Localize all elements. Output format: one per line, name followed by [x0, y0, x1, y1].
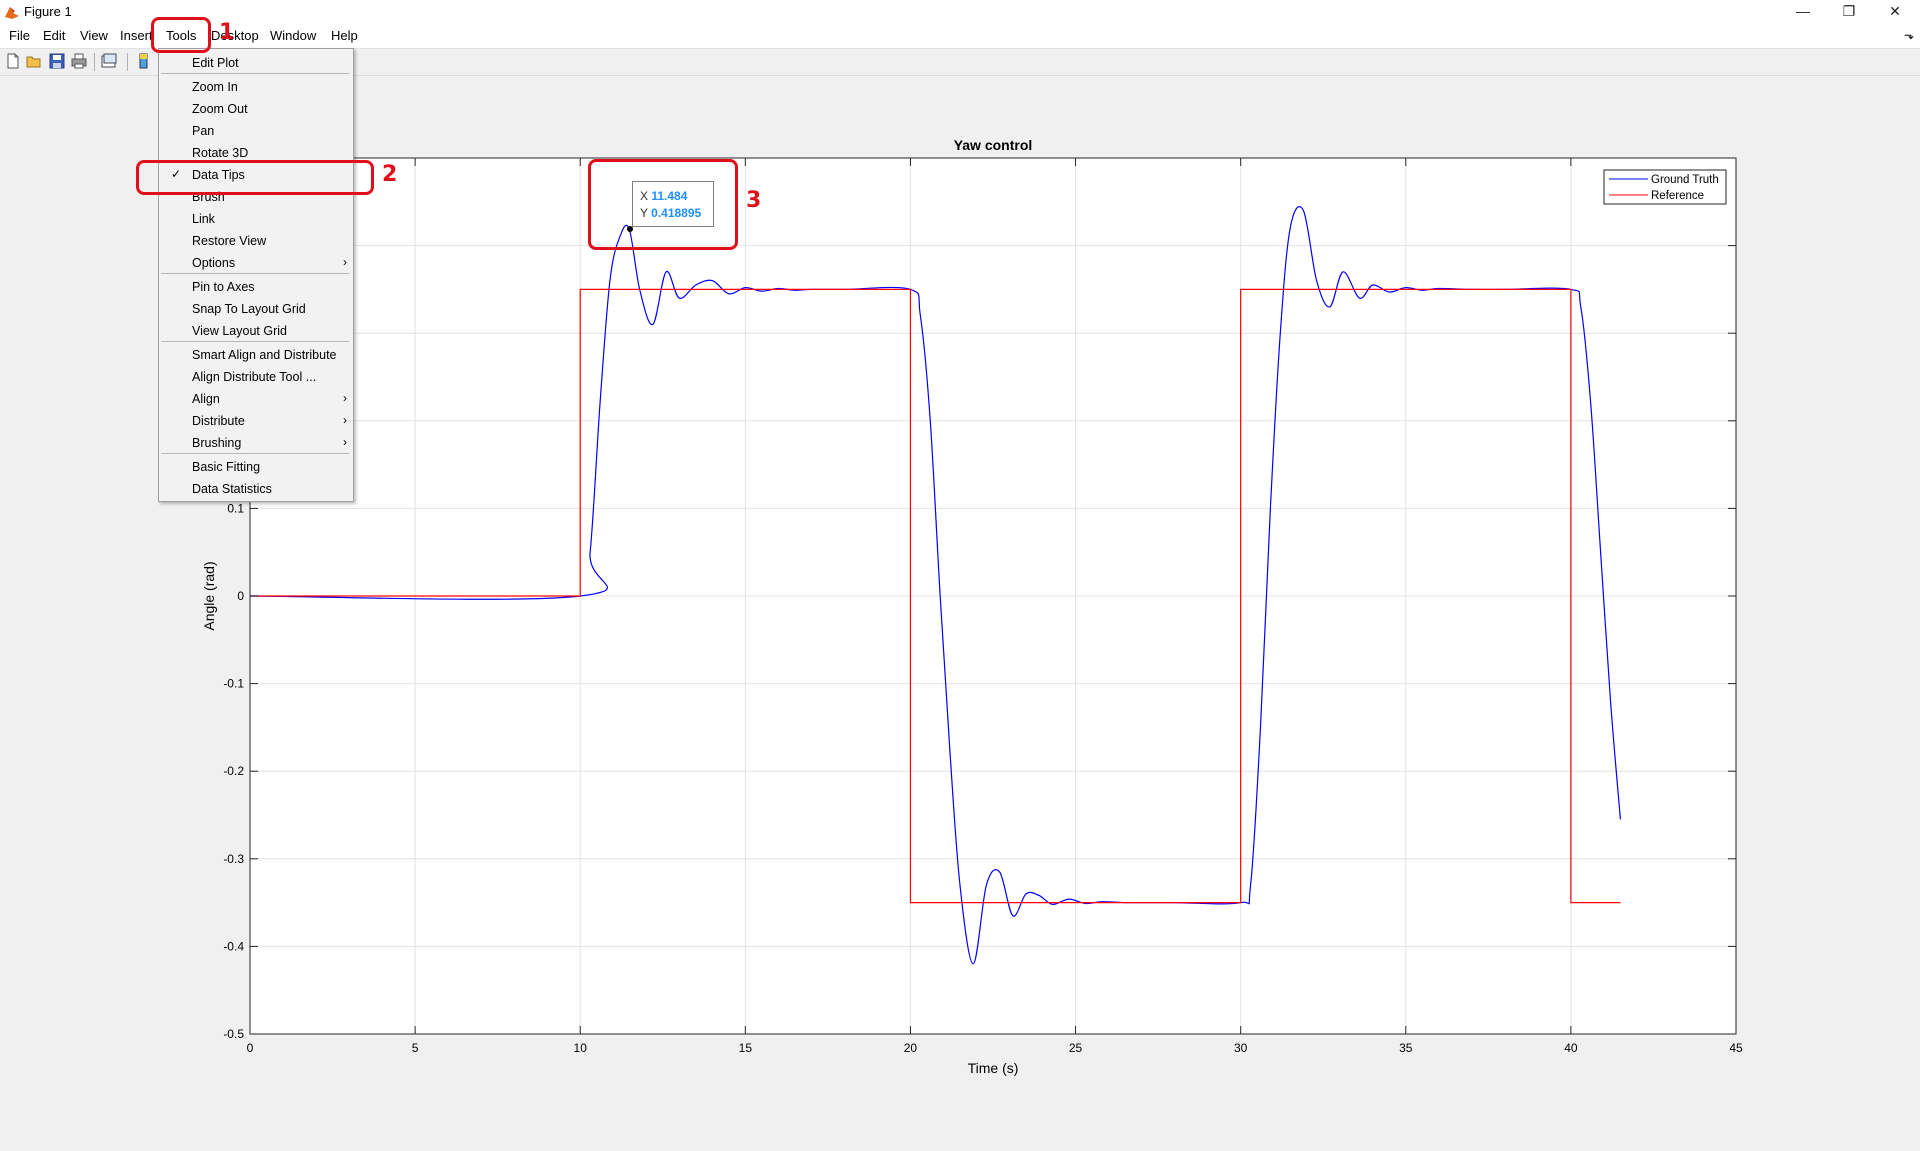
menu-item-zoom-out[interactable]: Zoom Out — [192, 102, 248, 116]
annotation-number-3: 3 — [746, 188, 762, 213]
chevron-right-icon: › — [343, 391, 347, 405]
x-tick-label: 5 — [412, 1041, 419, 1055]
toolbar-separator — [94, 53, 95, 71]
close-button[interactable]: ✕ — [1889, 3, 1901, 19]
menu-window[interactable]: Window — [270, 28, 317, 43]
y-tick-label: -0.1 — [223, 677, 244, 691]
menu-item-distribute[interactable]: Distribute › — [192, 413, 347, 428]
menu-item-rotate-3d[interactable]: Rotate 3D — [192, 146, 249, 160]
y-tick-label: -0.4 — [223, 939, 244, 953]
plot-lines[interactable] — [249, 206, 1622, 965]
y-tick-label: 0 — [237, 589, 244, 603]
y-tick-label: -0.2 — [223, 764, 244, 778]
open-file-icon[interactable] — [25, 52, 43, 70]
annotation-number-1: 1 — [219, 20, 235, 45]
menu-item-align[interactable]: Align › — [192, 391, 347, 406]
y-tick-label: -0.5 — [223, 1027, 244, 1041]
datatip[interactable]: X 11.484 Y 0.418895 — [632, 181, 714, 227]
y-tick-label: -0.3 — [223, 852, 244, 866]
menu-item-restore-view[interactable]: Restore View — [192, 234, 267, 248]
print-icon[interactable] — [70, 52, 88, 70]
menu-tools[interactable]: Tools — [166, 28, 197, 43]
menu-item-smart-align[interactable]: Smart Align and Distribute — [192, 348, 337, 362]
menu-file[interactable]: File — [9, 28, 30, 43]
window-title: Figure 1 — [24, 4, 72, 19]
menu-item-edit-plot[interactable]: Edit Plot — [192, 56, 239, 70]
menu-item-link[interactable]: Link — [192, 212, 215, 226]
insert-colorbar-icon[interactable] — [135, 52, 153, 70]
menu-item-data-statistics[interactable]: Data Statistics — [192, 482, 272, 496]
menu-separator — [161, 273, 349, 274]
menu-help[interactable]: Help — [331, 28, 358, 43]
datatip-x-key: X — [640, 189, 649, 203]
menu-item-snap-to-layout-grid[interactable]: Snap To Layout Grid — [192, 302, 306, 316]
legend-label-reference: Reference — [1651, 190, 1704, 202]
dock-figure-icon[interactable]: ⬎ — [1903, 28, 1914, 42]
menu-separator — [161, 341, 349, 342]
new-figure-icon[interactable] — [4, 52, 22, 70]
series-line-reference — [250, 288, 1621, 904]
menu-edit[interactable]: Edit — [43, 28, 66, 43]
check-icon: ✓ — [171, 167, 182, 181]
datatip-y-key: Y — [640, 206, 648, 220]
x-tick-label: 45 — [1729, 1041, 1743, 1055]
menu-item-brushing[interactable]: Brushing › — [192, 435, 347, 450]
save-icon[interactable] — [48, 52, 66, 70]
menu-item-basic-fitting[interactable]: Basic Fitting — [192, 460, 261, 474]
y-axis-label: Angle (rad) — [201, 561, 217, 630]
x-tick-label: 20 — [904, 1041, 918, 1055]
menu-insert[interactable]: Insert — [120, 28, 153, 43]
x-tick-label: 25 — [1069, 1041, 1083, 1055]
toolbar-separator — [127, 53, 128, 71]
menu-item-pin-to-axes[interactable]: Pin to Axes — [192, 280, 255, 294]
chevron-right-icon: › — [343, 255, 347, 269]
annotation-box-data-tips — [136, 160, 374, 195]
menu-item-align-distribute-tool[interactable]: Align Distribute Tool ... — [192, 370, 317, 384]
y-tick-label: 0.1 — [227, 501, 244, 515]
title-bar: Figure 1 — ❐ ✕ — [0, 0, 1920, 24]
menu-desktop[interactable]: Desktop — [211, 28, 259, 43]
axis-ticks: 0 5 10 15 20 25 30 35 40 45 -0.5 -0.4 -0.3 -0.2 -0.1 0 0… — [223, 157, 1743, 1055]
annotation-box-datatip — [588, 159, 738, 250]
menu-item-view-layout-grid[interactable]: View Layout Grid — [192, 324, 287, 338]
menu-item-pan[interactable]: Pan — [192, 124, 215, 138]
menu-item-zoom-in[interactable]: Zoom In — [192, 80, 238, 94]
chevron-right-icon: › — [343, 413, 347, 427]
x-tick-label: 15 — [739, 1041, 753, 1055]
tools-menu: Edit Plot Zoom In Zoom Out Pan Rotate 3D… — [158, 48, 354, 502]
x-tick-label: 10 — [574, 1041, 588, 1055]
x-tick-label: 0 — [247, 1041, 254, 1055]
menu-bar: File Edit View Insert Tools Desktop Wind… — [0, 24, 1920, 49]
restore-button[interactable]: ❐ — [1842, 3, 1856, 19]
matlab-icon — [5, 7, 19, 19]
menu-view[interactable]: View — [80, 28, 108, 43]
annotation-number-2: 2 — [382, 162, 398, 187]
link-plot-icon[interactable] — [100, 52, 118, 70]
menu-separator — [161, 73, 349, 74]
x-axis-label: Time (s) — [968, 1060, 1019, 1076]
menu-item-data-tips[interactable]: ✓ Data Tips — [171, 167, 245, 182]
chevron-right-icon: › — [343, 435, 347, 449]
series-line-ground-truth — [249, 206, 1622, 965]
x-tick-label: 40 — [1564, 1041, 1578, 1055]
datatip-y-value: 0.418895 — [651, 206, 702, 220]
menu-separator — [161, 453, 349, 454]
menu-item-options[interactable]: Options › — [192, 255, 347, 270]
x-tick-label: 30 — [1234, 1041, 1248, 1055]
legend-label-ground-truth: Ground Truth — [1651, 174, 1719, 186]
minimize-button[interactable]: — — [1796, 3, 1810, 19]
chart-title: Yaw control — [954, 137, 1033, 153]
annotation-box-tools — [151, 17, 211, 53]
datatip-x-value: 11.484 — [651, 189, 688, 203]
legend[interactable]: Ground Truth Reference — [1603, 169, 1727, 205]
x-tick-label: 35 — [1399, 1041, 1413, 1055]
